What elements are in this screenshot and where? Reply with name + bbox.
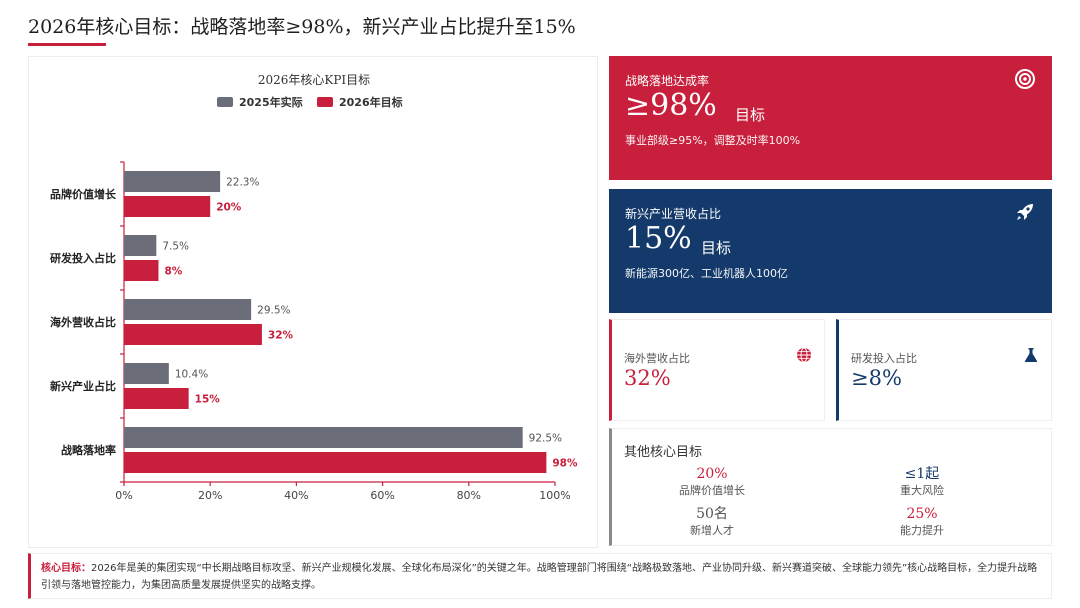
bar-actual-2025	[124, 363, 169, 384]
other-goal-value: 25%	[906, 506, 938, 522]
card-strategy-value: ≥98%	[625, 88, 717, 123]
bar-value-label: 8%	[164, 266, 182, 278]
other-goal-label: 品牌价值增长	[679, 484, 745, 497]
card-rnd-label: 研发投入占比	[851, 352, 917, 365]
bar-actual-2025	[124, 171, 221, 192]
bar-actual-2025	[124, 427, 523, 448]
chart-plot: 0% 20% 40% 60% 80% 100% 品牌价值增长 22.3% 20% 研发投入占比 7.…	[50, 161, 578, 502]
bar-target-2026	[124, 196, 211, 217]
card-emerging-sub: 新能源300亿、工业机器人100亿	[625, 267, 788, 280]
x-tick-label: 40%	[284, 489, 308, 502]
kpi-chart-card: 2026年核心KPI目标 2025年实际 2026年目标 0% 20% 40% 60% 8…	[28, 56, 598, 548]
chart-legend: 2025年实际 2026年目标	[217, 95, 403, 109]
x-tick-label: 100%	[539, 489, 570, 502]
legend-swatch	[217, 97, 233, 107]
other-goal-label: 能力提升	[900, 524, 944, 537]
card-emerging: 新兴产业营收占比 15% 目标 新能源300亿、工业机器人100亿	[609, 189, 1052, 313]
other-goal-value: 50名	[696, 506, 728, 522]
legend-swatch	[317, 97, 333, 107]
title-underline	[28, 43, 106, 46]
legend-label: 2025年实际	[239, 95, 303, 109]
other-goal-item: ≤1起 重大风险	[862, 466, 982, 498]
other-goal-label: 重大风险	[900, 484, 944, 497]
other-goal-item: 50名 新增人才	[652, 506, 772, 538]
y-category-label: 研发投入占比	[50, 251, 116, 265]
bar-actual-2025	[124, 299, 252, 320]
x-tick-label: 80%	[457, 489, 481, 502]
y-category-label: 品牌价值增长	[50, 187, 117, 201]
card-overseas: 海外营收占比 32%	[609, 319, 825, 421]
bar-value-label: 32%	[268, 330, 294, 342]
legend-label: 2026年目标	[339, 95, 403, 109]
footer-label: 核心目标：	[41, 563, 91, 574]
bar-value-label: 22.3%	[226, 177, 259, 189]
other-goal-label: 新增人才	[690, 524, 734, 537]
card-rnd-value: ≥8%	[851, 366, 902, 390]
card-overseas-label: 海外营收占比	[624, 352, 690, 365]
bar-target-2026	[124, 324, 262, 345]
kpi-bar-chart: 2026年核心KPI目标 2025年实际 2026年目标 0% 20% 40% 60% 8…	[50, 73, 578, 502]
other-goal-value: 20%	[696, 466, 728, 482]
bar-value-label: 15%	[195, 394, 221, 406]
card-strategy: 战略落地达成率 ≥98% 目标 事业部级≥95%，调整及时率100%	[609, 56, 1052, 180]
footer-text: 2026年是美的集团实现“中长期战略目标攻坚、新兴产业规模化发展、全球化布局深化…	[41, 563, 1038, 591]
target-icon	[1015, 69, 1035, 89]
card-emerging-label: 新兴产业营收占比	[625, 207, 722, 221]
bar-value-label: 20%	[216, 202, 242, 214]
other-goal-item: 20% 品牌价值增长	[652, 466, 772, 498]
bar-actual-2025	[124, 235, 157, 256]
y-category-label: 海外营收占比	[50, 315, 116, 329]
bar-value-label: 7.5%	[162, 241, 189, 253]
card-strategy-sub: 事业部级≥95%，调整及时率100%	[625, 134, 801, 147]
y-category-label: 战略落地率	[61, 443, 116, 457]
chart-title: 2026年核心KPI目标	[258, 73, 370, 87]
card-emerging-value: 15%	[625, 221, 692, 256]
globe-icon	[797, 347, 811, 363]
bar-value-label: 98%	[552, 458, 578, 470]
card-emerging-unit: 目标	[701, 239, 732, 257]
x-tick-label: 0%	[115, 489, 132, 502]
y-category-label: 新兴产业占比	[50, 379, 116, 393]
flask-icon	[1024, 348, 1038, 362]
bar-target-2026	[124, 260, 159, 281]
other-goal-value: ≤1起	[904, 466, 940, 482]
card-overseas-value: 32%	[624, 366, 671, 390]
other-goal-item: 25% 能力提升	[862, 506, 982, 538]
bar-value-label: 10.4%	[175, 369, 208, 381]
x-tick-label: 60%	[370, 489, 394, 502]
card-strategy-label: 战略落地达成率	[625, 74, 710, 88]
other-goals-title: 其他核心目标	[624, 445, 703, 460]
bar-target-2026	[124, 452, 547, 473]
page-title: 2026年核心目标：战略落地率≥98%，新兴产业占比提升至15%	[28, 16, 576, 38]
bar-target-2026	[124, 388, 189, 409]
bar-value-label: 92.5%	[529, 433, 562, 445]
other-goals-panel: 其他核心目标 20% 品牌价值增长 ≤1起 重大风险 50名 新增人才 25% …	[609, 428, 1052, 546]
footer-note: 核心目标：2026年是美的集团实现“中长期战略目标攻坚、新兴产业规模化发展、全球…	[28, 553, 1052, 599]
x-tick-label: 20%	[198, 489, 222, 502]
card-rnd: 研发投入占比 ≥8%	[836, 319, 1052, 421]
bar-value-label: 29.5%	[257, 305, 290, 317]
rocket-icon	[1017, 204, 1033, 220]
card-strategy-unit: 目标	[735, 106, 766, 124]
